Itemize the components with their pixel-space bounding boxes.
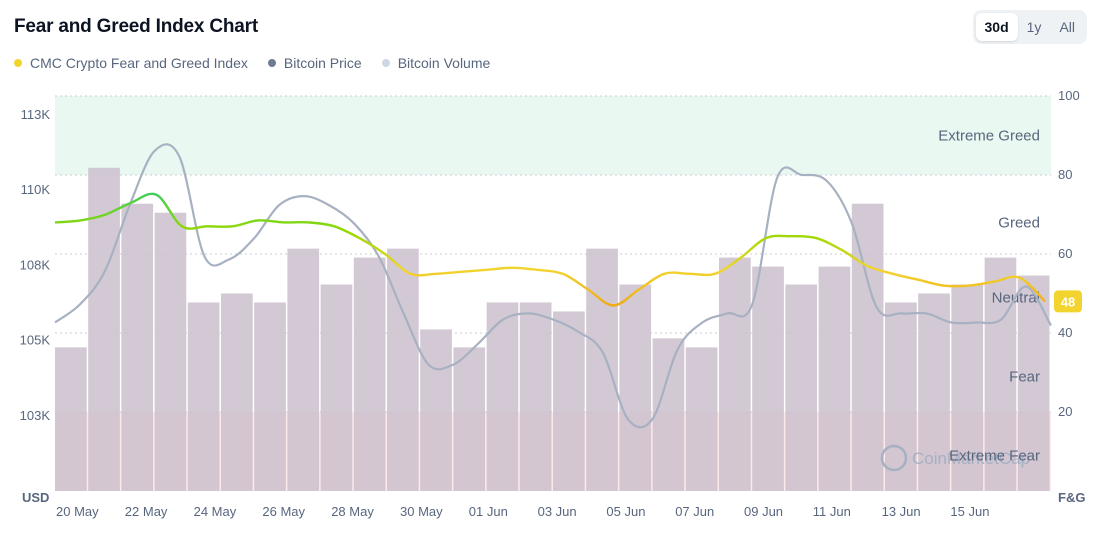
x-tick-label: 05 Jun: [606, 504, 645, 519]
y-right-tick-label: 80: [1058, 167, 1072, 182]
x-tick-label: 11 Jun: [813, 504, 851, 519]
x-tick-label: 20 May: [56, 504, 99, 519]
volume-bar: [287, 248, 320, 491]
coinmarketcap-logo-icon: [880, 444, 908, 472]
watermark-text: CoinMarketCap: [912, 449, 1030, 468]
zone-label-fear: Fear: [1009, 368, 1040, 385]
current-value-text: 48: [1061, 294, 1075, 309]
volume-bar: [88, 167, 120, 491]
y-left-tick-label: 105K: [20, 333, 51, 348]
legend-item-bitcoin-volume[interactable]: Bitcoin Volume: [381, 55, 491, 71]
volume-bar: [752, 266, 784, 491]
volume-bar: [851, 203, 884, 491]
legend-label-fear-greed: CMC Crypto Fear and Greed Index: [30, 55, 248, 71]
legend-item-bitcoin-price[interactable]: Bitcoin Price: [267, 55, 362, 71]
legend-dot-fear-greed: [14, 59, 22, 67]
x-tick-label: 03 Jun: [538, 504, 577, 519]
volume-bar: [254, 302, 286, 491]
chart-title: Fear and Greed Index Chart: [14, 16, 258, 37]
y-left-tick-label: 110K: [21, 182, 51, 197]
volume-bar: [652, 338, 685, 491]
volume-bar: [121, 203, 154, 491]
y-right-tick-label: 100: [1058, 88, 1080, 103]
current-value-badge: [1054, 290, 1082, 313]
range-30d-button[interactable]: 30d: [975, 13, 1018, 41]
volume-bar: [353, 257, 386, 491]
range-1y-button[interactable]: 1y: [1018, 13, 1051, 41]
zone-label-extreme-greed: Extreme Greed: [938, 128, 1040, 145]
volume-bar: [619, 284, 652, 491]
volume-bar: [486, 302, 519, 491]
y-left-tick-label: 113K: [21, 107, 51, 122]
x-tick-label: 26 May: [262, 504, 305, 519]
zone-band-extreme-greed: [55, 96, 1051, 175]
volume-bar: [885, 302, 917, 491]
volume-bar: [55, 347, 87, 491]
legend-item-fear-greed[interactable]: CMC Crypto Fear and Greed Index: [14, 55, 248, 71]
volume-bar: [320, 284, 353, 491]
x-tick-label: 15 Jun: [950, 504, 989, 519]
y-left-tick-label: 108K: [20, 257, 51, 272]
y-right-tick-label: 60: [1058, 246, 1072, 261]
x-tick-label: 07 Jun: [675, 504, 714, 519]
left-axis-unit: USD: [22, 490, 49, 505]
volume-bar: [187, 302, 220, 491]
volume-bar: [420, 329, 452, 491]
legend-label-bitcoin-volume: Bitcoin Volume: [397, 55, 491, 71]
volume-bar: [519, 302, 552, 491]
x-tick-label: 13 Jun: [882, 504, 921, 519]
volume-bar: [453, 347, 486, 491]
x-tick-label: 09 Jun: [744, 504, 783, 519]
zone-label-extreme-fear: Extreme Fear: [949, 447, 1040, 464]
volume-bar: [918, 293, 950, 491]
legend-label-bitcoin-price: Bitcoin Price: [283, 55, 362, 71]
volume-bar: [154, 212, 187, 492]
legend-dot-bitcoin-volume: [381, 59, 390, 67]
volume-bar: [221, 293, 253, 491]
y-right-tick-label: 40: [1058, 325, 1072, 340]
x-tick-label: 28 May: [331, 504, 374, 519]
zone-label-greed: Greed: [998, 214, 1040, 231]
right-axis-unit: F&G: [1058, 490, 1085, 505]
volume-bar: [719, 257, 751, 491]
chart-legend: CMC Crypto Fear and Greed Index Bitcoin …: [14, 55, 490, 71]
volume-bar: [818, 266, 851, 491]
x-tick-label: 24 May: [194, 504, 237, 519]
y-right-tick-label: 20: [1058, 404, 1072, 419]
bitcoin-price-line: [54, 143, 1052, 429]
volume-bar: [553, 311, 585, 491]
x-tick-label: 22 May: [125, 504, 168, 519]
legend-dot-bitcoin-price: [267, 59, 276, 67]
x-tick-label: 30 May: [400, 504, 443, 519]
range-all-button[interactable]: All: [1050, 13, 1084, 41]
time-range-selector: 30d 1y All: [972, 10, 1087, 44]
volume-bar: [785, 284, 818, 491]
volume-bar: [586, 248, 618, 491]
x-tick-label: 01 Jun: [469, 504, 508, 519]
y-left-tick-label: 103K: [20, 408, 51, 423]
volume-bar: [951, 284, 984, 491]
volume-bar: [984, 257, 1017, 491]
volume-bar: [685, 347, 718, 491]
fear-greed-index-line: [54, 192, 1046, 307]
